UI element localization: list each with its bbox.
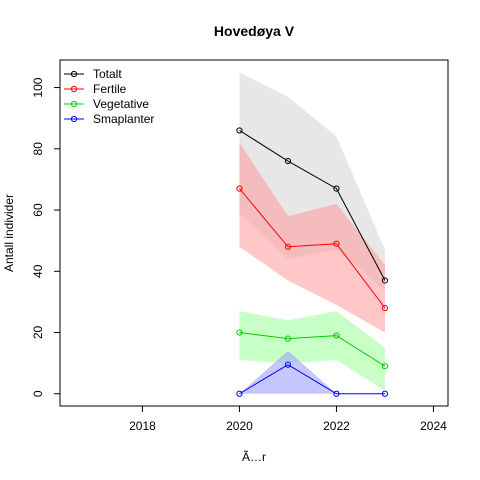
chart-title: Hovedøya V — [214, 23, 295, 39]
point-totalt — [381, 277, 389, 284]
point-totalt — [236, 127, 243, 134]
y-tick-label: 0 — [31, 390, 45, 397]
legend-label-totalt: Totalt — [93, 67, 122, 81]
point-totalt — [333, 185, 340, 192]
point-vegetative — [381, 363, 389, 370]
point-vegetative — [333, 332, 340, 339]
x-axis-title: Ã…r — [242, 450, 266, 464]
legend-marker-smaplanter — [70, 115, 78, 123]
point-totalt — [284, 157, 292, 165]
point-smaplanter — [236, 390, 243, 397]
y-axis-title: Antall individer — [2, 194, 16, 272]
point-vegetative — [284, 335, 292, 342]
y-tick-label: 20 — [31, 326, 45, 340]
point-fertile — [284, 243, 292, 250]
x-tick-label: 2018 — [129, 419, 156, 433]
band-smaplanter — [239, 350, 385, 394]
x-axis: 2018 2020 2022 2024 — [129, 405, 447, 433]
band-vegetative — [239, 311, 385, 391]
confidence-bands — [239, 72, 385, 394]
y-tick-label: 100 — [31, 77, 45, 97]
line-totalt — [239, 130, 386, 281]
x-tick-label: 2022 — [323, 419, 350, 433]
line-fertile — [239, 188, 386, 309]
y-tick-label: 60 — [31, 203, 45, 217]
series-lines — [239, 130, 386, 395]
legend-label-fertile: Fertile — [93, 82, 127, 96]
x-tick-label: 2024 — [420, 419, 447, 433]
legend-marker-vegetative — [70, 100, 78, 108]
series-points — [236, 127, 389, 397]
line-vegetative — [239, 332, 386, 367]
legend-label-smaplanter: Smaplanter — [93, 112, 154, 126]
y-tick-label: 80 — [31, 142, 45, 156]
point-smaplanter — [284, 361, 292, 368]
legend-label-vegetative: Vegetative — [93, 97, 149, 111]
point-smaplanter — [381, 390, 389, 397]
point-vegetative — [236, 329, 243, 336]
y-axis: 0 20 40 60 80 100 — [31, 77, 60, 397]
y-tick-label: 40 — [31, 264, 45, 278]
legend-marker-fertile — [70, 85, 78, 93]
line-smaplanter — [239, 364, 385, 395]
point-fertile — [333, 240, 340, 247]
x-tick-label: 2020 — [226, 419, 253, 433]
legend-marker-totalt — [70, 70, 78, 78]
point-fertile — [381, 304, 389, 312]
point-fertile — [236, 185, 243, 192]
band-fertile — [239, 142, 385, 333]
point-smaplanter — [333, 390, 340, 397]
